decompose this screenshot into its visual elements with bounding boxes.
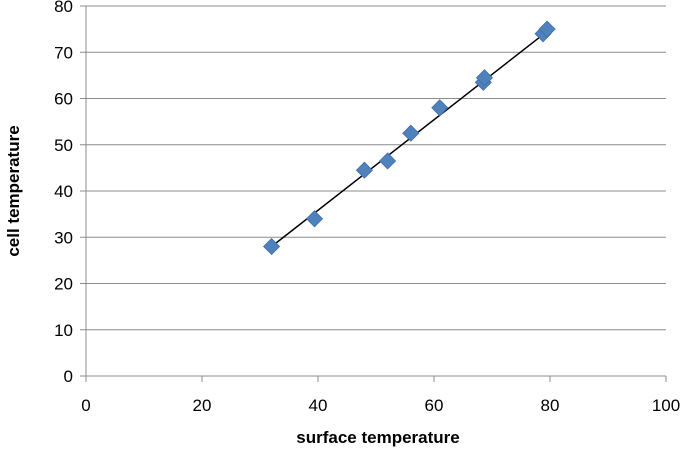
gridlines bbox=[86, 5, 666, 331]
x-axis-title: surface temperature bbox=[296, 428, 459, 447]
data-point bbox=[263, 237, 281, 256]
data-point bbox=[402, 124, 420, 142]
x-tick-label: 100 bbox=[652, 396, 680, 415]
y-tick-label: 10 bbox=[54, 321, 73, 340]
tick-labels: 0 10 20 30 40 50 60 70 80 0 20 40 60 80 100 bbox=[54, 0, 680, 415]
y-tick-label: 80 bbox=[54, 0, 73, 16]
axes bbox=[80, 5, 667, 382]
data-point bbox=[379, 152, 397, 170]
y-tick-label: 50 bbox=[54, 136, 73, 155]
y-tick-label: 20 bbox=[54, 275, 73, 294]
data-point bbox=[305, 210, 324, 228]
x-tick-label: 20 bbox=[193, 396, 212, 415]
data-point bbox=[538, 20, 556, 38]
y-tick-label: 0 bbox=[64, 367, 73, 386]
x-tick-label: 80 bbox=[541, 396, 560, 415]
x-tick-label: 0 bbox=[81, 396, 90, 415]
data-point bbox=[355, 161, 373, 179]
data-point bbox=[475, 69, 494, 87]
data-point bbox=[431, 99, 449, 117]
x-tick-label: 40 bbox=[309, 396, 328, 415]
y-axis-title: cell temperature bbox=[4, 125, 23, 256]
x-tick-label: 60 bbox=[425, 396, 444, 415]
y-tick-label: 70 bbox=[54, 43, 73, 62]
y-tick-label: 40 bbox=[54, 182, 73, 201]
y-tick-label: 30 bbox=[54, 228, 73, 247]
y-tick-label: 60 bbox=[54, 90, 73, 109]
data-points bbox=[263, 20, 556, 256]
